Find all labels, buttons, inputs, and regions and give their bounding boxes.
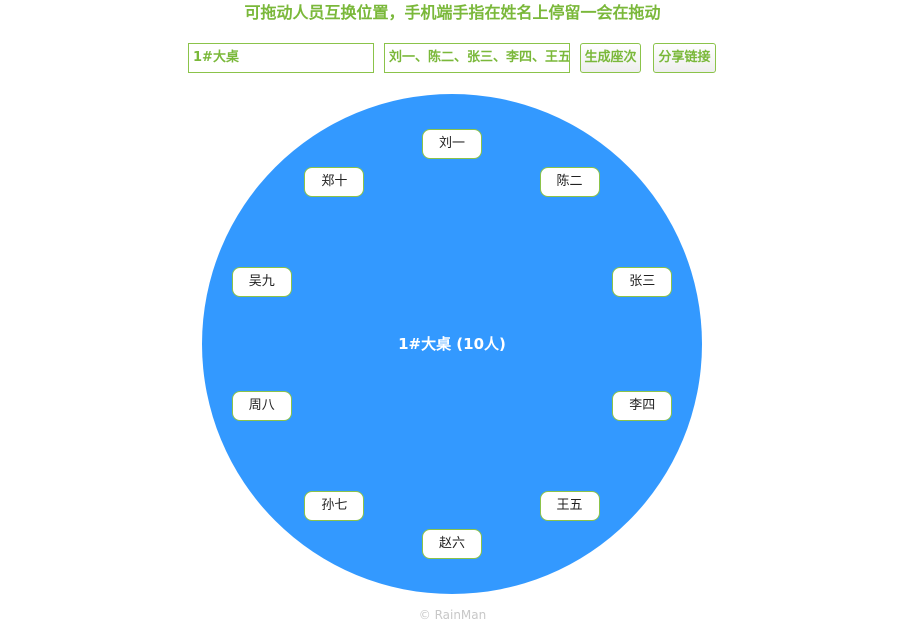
names-input[interactable]: 刘一、陈二、张三、李四、王五、赵六、孙七、周八、吴九、郑十: [384, 43, 570, 73]
seat[interactable]: 张三: [612, 267, 673, 298]
generate-button[interactable]: 生成座次: [580, 43, 641, 73]
footer: © RainMan: [418, 608, 487, 622]
page-title: 可拖动人员互换位置，手机端手指在姓名上停留一会在拖动: [244, 3, 661, 22]
table-label: 1#大桌 (10人): [398, 335, 506, 353]
seat[interactable]: 孙七: [304, 490, 365, 521]
seat[interactable]: 周八: [231, 390, 292, 421]
seat[interactable]: 刘一: [422, 129, 482, 159]
share-button[interactable]: 分享链接: [653, 43, 716, 73]
seat[interactable]: 李四: [612, 390, 673, 421]
seat[interactable]: 赵六: [422, 529, 482, 559]
seat[interactable]: 郑十: [304, 167, 365, 198]
table-input[interactable]: 1#大桌: [188, 43, 374, 73]
seat[interactable]: 陈二: [539, 167, 600, 198]
round-table: [202, 94, 702, 594]
seat[interactable]: 王五: [539, 490, 600, 521]
seat[interactable]: 吴九: [231, 267, 292, 298]
